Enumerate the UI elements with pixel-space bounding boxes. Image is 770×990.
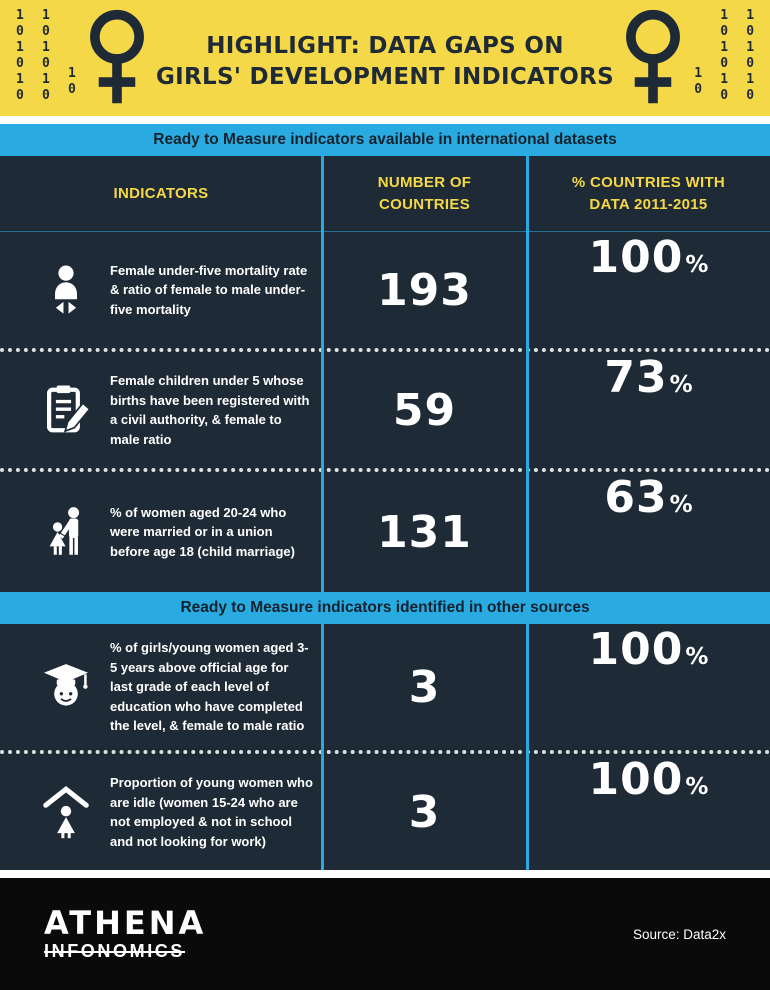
indicator-text: Female children under 5 whose births hav… [110,373,310,447]
binary-decoration: 101010 [16,8,24,103]
footer: ATHENA INFONOMICS Source: Data2x [0,878,770,990]
countries-value: 193 [377,264,472,316]
header-banner: 101010 101010 10 HIGHLIGHT: DATA GAPS ON… [0,0,770,116]
section-banner-other-sources: Ready to Measure indicators identified i… [0,592,770,624]
percent-value: 63 [604,472,668,523]
countries-value: 3 [408,661,441,713]
section-banner-label: Ready to Measure indicators available in… [153,131,617,148]
table-row-education-completion: % of girls/young women aged 3-5 years ab… [0,624,770,754]
education-completion-icon [34,660,98,714]
binary-decoration: 101010 [42,8,50,103]
indicator-text: Female under-five mortality rate & ratio… [110,262,308,317]
col-header-indicators: INDICATORS [113,184,209,202]
percent-symbol: % [685,252,709,278]
indicator-text: Proportion of young women who are idle (… [110,775,313,849]
percent-value: 100 [588,754,684,805]
table-row-birth-registration: Female children under 5 whose births hav… [0,352,770,472]
child-marriage-icon [34,505,98,559]
binary-decoration: 10 [68,66,76,97]
column-divider [526,624,529,870]
countries-value: 131 [377,506,472,558]
countries-value: 3 [408,786,441,838]
table-row-idle-women: Proportion of young women who are idle (… [0,754,770,870]
page-title-line1: HIGHLIGHT: DATA GAPS ON [206,33,564,59]
table-section-international: INDICATORS NUMBER OF COUNTRIES % COUNTRI… [0,156,770,592]
col-header-pct-countries-with-data: % COUNTRIES WITH DATA 2011-2015 [571,173,726,213]
percent-symbol: % [685,644,709,670]
percent-symbol: % [685,774,709,800]
section-banner-international: Ready to Measure indicators available in… [0,124,770,156]
page-title-line2: GIRLS' DEVELOPMENT INDICATORS [155,64,615,91]
logo-athena: ATHENA [44,903,207,942]
column-divider [321,624,324,870]
percent-symbol: % [669,492,693,518]
table-section-other-sources: % of girls/young women aged 3-5 years ab… [0,624,770,870]
percent-symbol: % [669,372,693,398]
binary-decoration: 10 [694,66,703,97]
percent-value: 100 [588,232,684,283]
logo-infonomics: INFONOMICS [44,941,185,962]
column-divider [526,156,529,592]
binary-decoration: 101010 [720,8,729,103]
indicator-text: % of girls/young women aged 3-5 years ab… [110,640,309,734]
col-header-number-of-countries: NUMBER OF COUNTRIES [377,173,472,213]
baby-ratio-icon [34,263,98,317]
table-row-child-marriage: % of women aged 20-24 who were married o… [0,472,770,592]
column-divider [321,156,324,592]
binary-decoration: 101010 [746,8,755,103]
indicator-text: % of women aged 20-24 who were married o… [110,504,295,559]
table-header-row: INDICATORS NUMBER OF COUNTRIES % COUNTRI… [0,156,770,232]
divider-strip [0,870,770,878]
table-row-under-five-mortality: Female under-five mortality rate & ratio… [0,232,770,352]
birth-registration-icon [34,383,98,437]
divider-strip [0,116,770,124]
source-text: Source: Data2x [632,926,726,942]
percent-value: 100 [588,624,684,675]
athena-infonomics-logo: ATHENA INFONOMICS [44,903,207,962]
idle-women-icon [34,785,98,839]
countries-value: 59 [392,384,457,436]
female-symbol-icon [86,8,148,113]
female-symbol-icon [622,8,684,113]
section-banner-label: Ready to Measure indicators identified i… [180,599,590,616]
percent-value: 73 [604,352,668,403]
page-title: HIGHLIGHT: DATA GAPS ON GIRLS' DEVELOPME… [150,31,620,93]
